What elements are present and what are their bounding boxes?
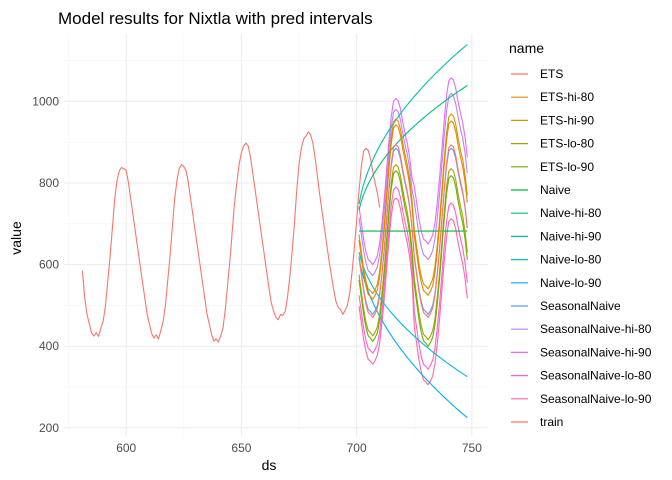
legend-label: SeasonalNaive [540, 299, 621, 313]
x-tick-label: 700 [347, 441, 367, 455]
y-tick-label: 800 [39, 176, 59, 190]
series-line-ETS-lo-90 [358, 170, 468, 347]
series-line-Naive-lo-90 [358, 257, 468, 419]
y-tick-label: 600 [39, 258, 59, 272]
legend-item: Naive-lo-80 [509, 249, 602, 271]
y-axis-title: value [8, 221, 24, 255]
grid [64, 34, 488, 436]
legend-label: ETS-hi-90 [540, 113, 594, 127]
y-axis-ticks: 200 400 600 800 1000 [32, 94, 59, 434]
series-line-SeasonalNaive-hi-80 [358, 92, 468, 277]
legend-item: ETS-lo-90 [509, 156, 594, 178]
legend-label: Naive-hi-80 [540, 206, 602, 220]
x-tick-label: 600 [116, 441, 136, 455]
series-line-train [81, 131, 381, 343]
legend-item: Naive-hi-90 [509, 226, 602, 248]
legend-item: ETS-hi-90 [509, 110, 594, 132]
x-tick-label: 650 [231, 441, 251, 455]
chart-title: Model results for Nixtla with pred inter… [58, 9, 373, 28]
series-line-Naive-hi-90 [358, 44, 468, 205]
legend-label: SeasonalNaive-lo-80 [540, 369, 652, 383]
legend-label: train [540, 415, 563, 429]
legend-label: ETS-lo-90 [540, 160, 594, 174]
legend-item: SeasonalNaive [509, 296, 621, 317]
legend-item: SeasonalNaive-lo-90 [509, 388, 652, 410]
series-line-ETS [358, 144, 468, 319]
legend-item: SeasonalNaive-hi-80 [509, 319, 652, 341]
y-tick-label: 200 [39, 421, 59, 435]
y-tick-label: 400 [39, 339, 59, 353]
series-line-SeasonalNaive-lo-80 [358, 186, 468, 370]
legend-label: Naive [540, 183, 571, 197]
legend-item: ETS [509, 64, 563, 85]
legend-item: train [509, 412, 563, 433]
legend-label: ETS [540, 67, 563, 81]
series-line-Naive-hi-80 [358, 85, 468, 211]
legend-label: ETS-hi-80 [540, 90, 594, 104]
series-line-ETS-hi-80 [358, 120, 468, 300]
legend-item: ETS-hi-80 [509, 87, 594, 109]
x-axis-ticks: 600 650 700 750 [116, 441, 482, 455]
legend-item: Naive-lo-90 [509, 272, 602, 294]
x-axis-title: ds [262, 457, 277, 473]
legend-title: name [509, 40, 544, 56]
legend-item: SeasonalNaive-hi-90 [509, 342, 652, 364]
series-line-Naive-lo-80 [358, 251, 468, 378]
legend-label: Naive-lo-90 [540, 276, 602, 290]
legend-item: ETS-lo-80 [509, 133, 594, 155]
series-lines [81, 44, 468, 419]
legend-label: Naive-lo-80 [540, 253, 602, 267]
legend-item: Naive-hi-80 [509, 203, 602, 225]
series-line-SeasonalNaive-lo-90 [358, 197, 468, 386]
legend-items: ETS ETS-hi-80 ETS-hi-90 ETS-lo-80 ETS-lo-90 N… [509, 64, 652, 433]
legend-item: Naive [509, 180, 571, 201]
legend-item: SeasonalNaive-lo-80 [509, 365, 652, 387]
x-tick-label: 750 [462, 441, 482, 455]
y-tick-label: 1000 [32, 94, 59, 108]
legend-label: SeasonalNaive-hi-90 [540, 345, 652, 359]
legend-label: ETS-lo-80 [540, 137, 594, 151]
plot-panel [64, 34, 488, 436]
legend-label: SeasonalNaive-hi-80 [540, 322, 652, 336]
legend-label: SeasonalNaive-lo-90 [540, 392, 652, 406]
legend-label: Naive-hi-90 [540, 229, 602, 243]
legend: name ETS ETS-hi-80 ETS-hi-90 ETS-lo-80 ETS-l… [509, 40, 652, 433]
series-line-SeasonalNaive-hi-90 [358, 77, 468, 266]
